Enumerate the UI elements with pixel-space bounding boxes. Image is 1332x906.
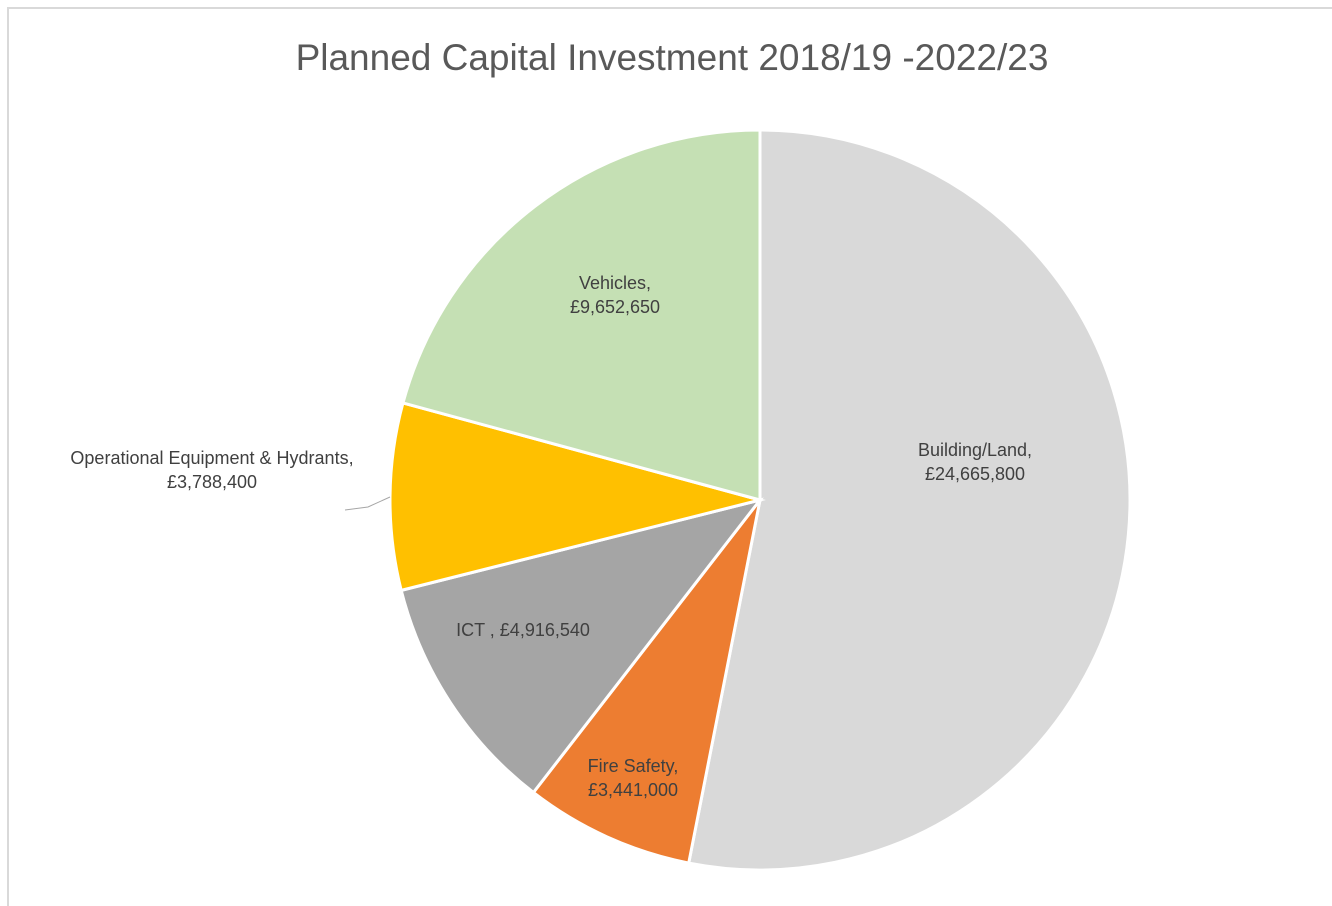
data-label: Building/Land, £24,665,800 bbox=[875, 438, 1075, 486]
label-value: £24,665,800 bbox=[924, 464, 1026, 484]
chart-title: Planned Capital Investment 2018/19 -2022… bbox=[296, 37, 1049, 78]
leader-line bbox=[344, 496, 391, 511]
label-category: Operational Equipment & Hydrants, bbox=[70, 448, 354, 468]
label-category: Vehicles, bbox=[578, 273, 652, 293]
data-label: Vehicles, £9,652,650 bbox=[535, 271, 695, 319]
pie-slice bbox=[531, 499, 762, 865]
pie-slice bbox=[388, 401, 766, 593]
pie-slice bbox=[401, 128, 762, 502]
pie-slice bbox=[686, 128, 1132, 872]
data-label: Operational Equipment & Hydrants, £3,788… bbox=[62, 446, 362, 494]
label-value: £3,788,400 bbox=[166, 472, 258, 492]
label-category: Fire Safety, bbox=[587, 756, 679, 776]
label-value: £9,652,650 bbox=[569, 297, 661, 317]
pie bbox=[388, 128, 1132, 872]
data-label: Fire Safety, £3,441,000 bbox=[558, 754, 708, 802]
label-category: ICT , bbox=[456, 620, 495, 640]
data-label: ICT , £4,916,540 bbox=[413, 618, 633, 642]
label-category: Building/Land, bbox=[917, 440, 1033, 460]
label-value: £4,916,540 bbox=[499, 620, 590, 640]
label-value: £3,441,000 bbox=[587, 780, 679, 800]
pie-slice bbox=[399, 497, 764, 795]
